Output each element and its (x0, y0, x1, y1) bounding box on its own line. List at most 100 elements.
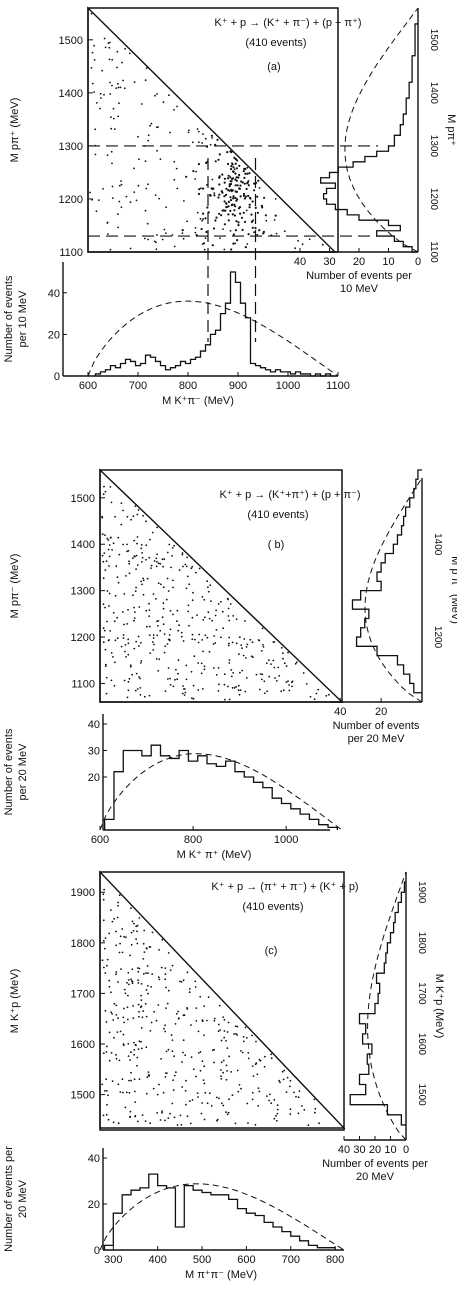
scatter-point (158, 978, 161, 981)
scatter-point (99, 92, 102, 95)
scatter-point (126, 981, 128, 984)
cluster-point (229, 150, 232, 153)
scatter-point (229, 230, 232, 232)
scatter-point (262, 646, 265, 648)
scatter-point (115, 87, 118, 89)
scatter-point (133, 167, 135, 170)
cluster-point (227, 200, 230, 203)
bottom-phase-space-curve (99, 753, 343, 831)
scatter-point (187, 604, 190, 607)
scatter-point (214, 642, 217, 644)
bottom-x-tick-label: 800 (326, 1254, 344, 1266)
scatter-point (113, 128, 116, 131)
scatter-point (261, 673, 264, 676)
scatter-point (181, 553, 184, 556)
scatter-point (192, 591, 194, 594)
scatter-point (223, 683, 226, 686)
scatter-point (137, 635, 140, 638)
scatter-point (117, 115, 120, 118)
cluster-point (206, 206, 209, 209)
scatter-point (140, 1027, 143, 1029)
scatter-point (137, 509, 140, 511)
scatter-point (153, 240, 156, 243)
right-ylabel: M pπ⁺ (445, 114, 457, 146)
scatter-point (105, 560, 108, 562)
scatter-point (112, 1121, 115, 1124)
scatter-point (180, 981, 183, 983)
scatter-point (195, 1075, 198, 1078)
scatter-point (179, 1114, 182, 1117)
y-tick-label: 1400 (59, 88, 83, 100)
scatter-point (95, 210, 98, 213)
scatter-point (218, 1004, 221, 1007)
scatter-point (192, 1068, 195, 1071)
scatter-point (112, 107, 115, 110)
cluster-point (239, 212, 242, 215)
scatter-point (137, 1048, 140, 1050)
scatter-point (263, 692, 266, 695)
scatter-point (133, 1053, 136, 1056)
scatter-point (107, 548, 110, 551)
scatter-point (108, 985, 111, 988)
scatter-point (246, 643, 249, 646)
scatter-point (147, 985, 149, 987)
scatter-point (246, 166, 249, 169)
scatter-point (157, 670, 160, 672)
scatter-point (131, 982, 134, 985)
scatter-point (175, 167, 178, 170)
cluster-point (247, 184, 250, 187)
right-x-tick-label: 10 (382, 256, 394, 268)
scatter-point (157, 976, 160, 979)
scatter-point (202, 650, 205, 653)
scatter-point (194, 227, 197, 229)
scatter-point (177, 659, 180, 662)
scatter-point (301, 1105, 303, 1107)
scatter-point (164, 1119, 166, 1122)
scatter-point (127, 983, 130, 986)
scatter-point (148, 556, 151, 559)
bottom-y-tick-label: 40 (88, 1153, 100, 1165)
scatter-point (110, 1011, 113, 1014)
scatter-point (123, 87, 126, 90)
y-tick-label: 1500 (71, 493, 95, 505)
cluster-point (227, 213, 230, 216)
scatter-point (143, 237, 146, 240)
scatter-point (181, 232, 184, 235)
scatter-point (270, 1053, 273, 1056)
cluster-point (241, 228, 244, 231)
scatter-point (111, 162, 113, 165)
scatter-point (181, 1086, 184, 1088)
scatter-point (200, 187, 202, 190)
scatter-point (197, 1052, 200, 1054)
scatter-point (254, 1124, 257, 1126)
scatter-point (163, 651, 166, 654)
cluster-point (212, 227, 216, 230)
scatter-point (123, 623, 125, 626)
scatter-point (105, 692, 108, 695)
scatter-point (220, 1102, 223, 1105)
cluster-point (211, 244, 214, 247)
scatter-point (105, 1021, 108, 1023)
scatter-point (222, 1071, 225, 1074)
scatter-point (201, 219, 204, 222)
scatter-point (112, 542, 115, 545)
scatter-point (155, 557, 158, 560)
bottom-y-tick-label: 20 (48, 329, 60, 341)
scatter-point (283, 230, 286, 233)
scatter-point (115, 1057, 118, 1060)
scatter-point (173, 544, 176, 547)
scatter-point (287, 680, 289, 682)
scatter-point (160, 1058, 163, 1060)
cluster-point (231, 162, 234, 165)
scatter-point (186, 1008, 189, 1010)
scatter-point (251, 641, 254, 644)
scatter-point (216, 1119, 218, 1122)
cluster-point (236, 159, 239, 162)
scatter-point (167, 952, 170, 954)
scatter-point (258, 688, 261, 691)
scatter-point (226, 1047, 229, 1049)
scatter-point (151, 641, 154, 643)
scatter-point (133, 1078, 136, 1081)
scatter-point (210, 600, 212, 602)
scatter-point (145, 544, 148, 547)
